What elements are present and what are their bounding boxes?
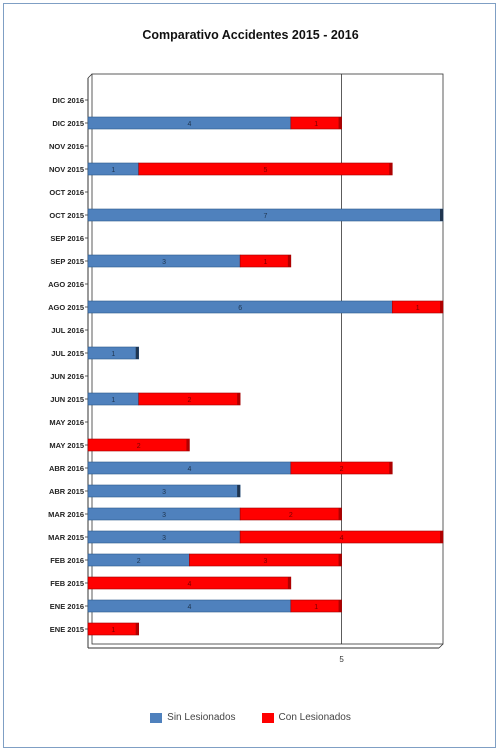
y-tick-label-abr-2015: ABR 2015 (49, 487, 84, 496)
data-label-con-lesionados-ene-2015: 1 (111, 627, 115, 634)
y-tick-label-abr-2016: ABR 2016 (49, 464, 84, 473)
y-tick-label-nov-2016: NOV 2016 (49, 142, 84, 151)
data-label-sin-lesionados-abr-2015: 3 (162, 489, 166, 496)
bar-end-cap-jul-2015 (135, 347, 139, 359)
data-label-sin-lesionados-dic-2015: 4 (187, 121, 191, 128)
bar-end-cap-ago-2015 (440, 301, 443, 313)
bar-end-cap-feb-2016 (338, 554, 342, 566)
data-label-con-lesionados-mar-2016: 2 (289, 512, 293, 519)
data-label-sin-lesionados-sep-2015: 3 (162, 259, 166, 266)
data-label-sin-lesionados-nov-2015: 1 (111, 167, 115, 174)
bar-end-cap-jun-2015 (237, 393, 241, 405)
data-label-sin-lesionados-feb-2016: 2 (137, 558, 141, 565)
data-label-con-lesionados-feb-2015: 4 (187, 581, 191, 588)
legend-item-sin-lesionados[interactable]: Sin Lesionados (150, 712, 236, 723)
y-tick-label-may-2015: MAY 2015 (49, 441, 84, 450)
bar-end-cap-mar-2015 (440, 531, 443, 543)
legend-label-sin-lesionados: Sin Lesionados (167, 712, 236, 723)
y-tick-label-sep-2016: SEP 2016 (50, 234, 84, 243)
y-tick-label-oct-2016: OCT 2016 (49, 188, 84, 197)
bar-end-cap-sep-2015 (287, 255, 291, 267)
data-label-con-lesionados-jun-2015: 2 (187, 397, 191, 404)
bar-end-cap-abr-2016 (389, 462, 393, 474)
y-tick-label-sep-2015: SEP 2015 (50, 257, 84, 266)
bar-end-cap-feb-2015 (287, 577, 291, 589)
y-tick-label-nov-2015: NOV 2015 (49, 165, 84, 174)
y-tick-label-feb-2016: FEB 2016 (50, 556, 84, 565)
data-label-con-lesionados-abr-2016: 2 (340, 466, 344, 473)
data-label-sin-lesionados-mar-2015: 3 (162, 535, 166, 542)
data-label-con-lesionados-ene-2016: 1 (314, 604, 318, 611)
y-tick-label-jun-2015: JUN 2015 (50, 395, 84, 404)
data-label-con-lesionados-ago-2015: 1 (416, 305, 420, 312)
data-label-sin-lesionados-jul-2015: 1 (111, 351, 115, 358)
y-tick-label-dic-2016: DIC 2016 (52, 96, 84, 105)
data-label-sin-lesionados-ago-2015: 6 (238, 305, 242, 312)
data-label-con-lesionados-mar-2015: 4 (340, 535, 344, 542)
data-label-sin-lesionados-jun-2015: 1 (111, 397, 115, 404)
data-label-sin-lesionados-oct-2015: 7 (264, 213, 268, 220)
y-tick-label-mar-2016: MAR 2016 (48, 510, 84, 519)
y-tick-label-dic-2015: DIC 2015 (52, 119, 84, 128)
legend-label-con-lesionados: Con Lesionados (278, 712, 351, 723)
legend-swatch-con-lesionados (261, 712, 274, 723)
bar-end-cap-may-2015 (186, 439, 190, 451)
y-tick-label-oct-2015: OCT 2015 (49, 211, 84, 220)
bar-end-cap-nov-2015 (389, 163, 393, 175)
data-label-sin-lesionados-mar-2016: 3 (162, 512, 166, 519)
y-tick-label-ago-2015: AGO 2015 (48, 303, 84, 312)
data-label-con-lesionados-may-2015: 2 (137, 443, 141, 450)
y-tick-label-ago-2016: AGO 2016 (48, 280, 84, 289)
axis-corner-top (87, 73, 93, 79)
y-tick-label-feb-2015: FEB 2015 (50, 579, 84, 588)
y-tick-label-jul-2015: JUL 2015 (51, 349, 84, 358)
bar-end-cap-ene-2015 (135, 623, 139, 635)
bar-end-cap-dic-2015 (338, 117, 342, 129)
data-label-con-lesionados-sep-2015: 1 (264, 259, 268, 266)
bar-end-cap-ene-2016 (338, 600, 342, 612)
axis-corner-right (438, 643, 444, 649)
chart-title: Comparativo Accidentes 2015 - 2016 (142, 28, 359, 42)
y-tick-label-may-2016: MAY 2016 (49, 418, 84, 427)
bar-con-lesionados-ene-2015 (87, 622, 140, 636)
bar-end-cap-oct-2015 (440, 209, 443, 221)
data-label-con-lesionados-nov-2015: 5 (264, 167, 268, 174)
bar-end-cap-abr-2015 (237, 485, 241, 497)
data-label-con-lesionados-feb-2016: 3 (264, 558, 268, 565)
chart-legend: Sin Lesionados Con Lesionados (0, 712, 501, 723)
legend-item-con-lesionados[interactable]: Con Lesionados (261, 712, 351, 723)
y-tick-label-ene-2016: ENE 2016 (50, 602, 84, 611)
data-label-sin-lesionados-ene-2016: 4 (187, 604, 191, 611)
x-tick-label-5: 5 (339, 655, 344, 664)
legend-swatch-sin-lesionados (150, 712, 163, 723)
y-tick-label-ene-2015: ENE 2015 (50, 625, 84, 634)
data-label-con-lesionados-dic-2015: 1 (314, 121, 318, 128)
y-tick-label-jun-2016: JUN 2016 (50, 372, 84, 381)
y-tick-label-jul-2016: JUL 2016 (51, 326, 84, 335)
bar-sin-lesionados-jul-2015 (87, 346, 140, 360)
y-tick-label-mar-2015: MAR 2015 (48, 533, 84, 542)
data-label-sin-lesionados-abr-2016: 4 (187, 466, 191, 473)
bar-end-cap-mar-2016 (338, 508, 342, 520)
